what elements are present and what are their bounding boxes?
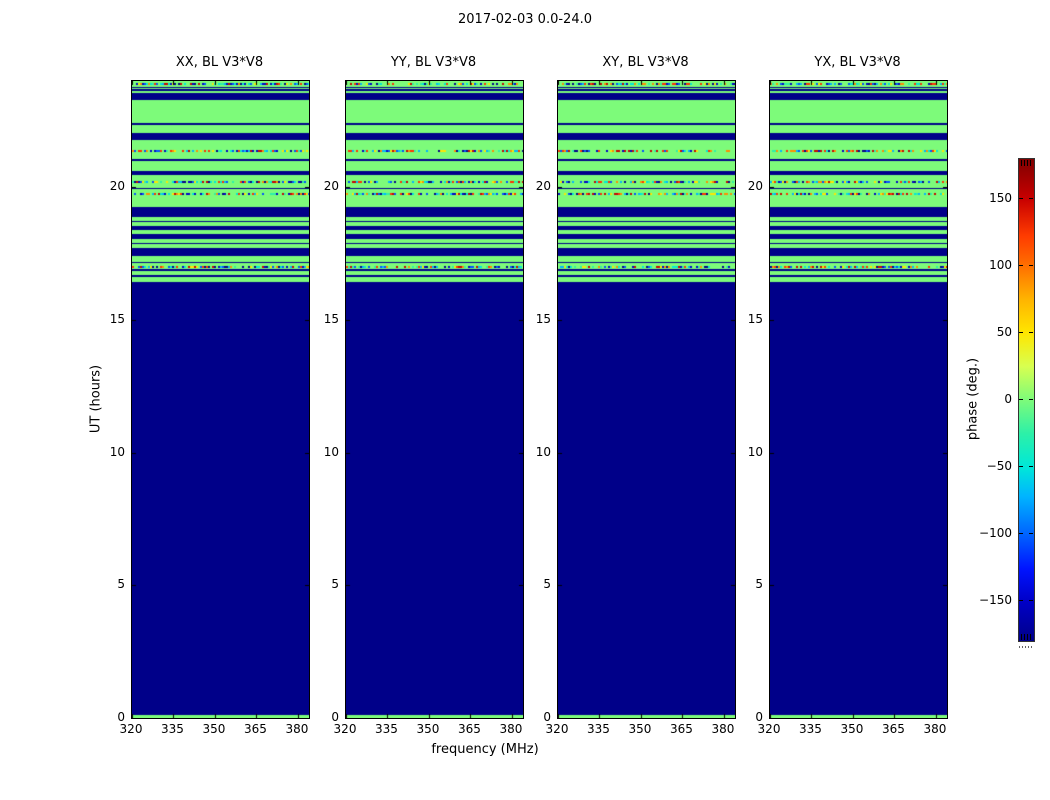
ytick-label: 5 xyxy=(755,577,763,592)
colorbar-tick-label: −50 xyxy=(986,458,1012,473)
xtick-label: 380 xyxy=(711,722,735,736)
colorbar-gradient xyxy=(1019,159,1034,641)
colorbar-minor-ticks-top xyxy=(1021,160,1032,166)
xtick-label: 320 xyxy=(333,722,357,736)
panel-1 xyxy=(345,80,524,719)
colorbar-tick xyxy=(1029,198,1033,199)
ytick-label: 20 xyxy=(535,179,551,194)
colorbar-tick-label: 100 xyxy=(989,258,1012,273)
panel-2 xyxy=(557,80,736,719)
panel-title-0: XX, BL V3*V8 xyxy=(175,55,264,70)
colorbar-tick xyxy=(1019,198,1023,199)
xtick-label: 320 xyxy=(757,722,781,736)
panel-0 xyxy=(131,80,310,719)
ytick-label: 5 xyxy=(543,577,551,592)
xtick-label: 365 xyxy=(244,722,267,736)
ut-hours-axis-label: UT (hours) xyxy=(88,364,104,434)
xtick-label: 350 xyxy=(202,722,226,736)
colorbar-tick xyxy=(1029,533,1033,534)
panel-title-3: YX, BL V3*V8 xyxy=(814,55,901,70)
ytick-label: 10 xyxy=(323,444,339,459)
figure-title: 2017-02-03 0.0-24.0 xyxy=(458,12,592,27)
panel-title-2: XY, BL V3*V8 xyxy=(602,55,689,70)
colorbar-tick xyxy=(1029,265,1033,266)
ytick-label: 5 xyxy=(117,577,125,592)
xtick-label: 320 xyxy=(119,722,143,736)
xtick-label: 335 xyxy=(375,722,398,736)
heatmap-canvas-0 xyxy=(132,81,309,718)
colorbar-tick xyxy=(1019,265,1023,266)
ytick-label: 5 xyxy=(331,577,339,592)
colorbar-tick xyxy=(1029,399,1033,400)
panel-3 xyxy=(769,80,948,719)
phase-axis-label: phase (deg.) xyxy=(965,357,981,441)
colorbar-under-dots xyxy=(1019,646,1033,648)
ytick-label: 20 xyxy=(109,179,125,194)
colorbar-tick xyxy=(1029,332,1033,333)
xtick-label: 365 xyxy=(670,722,693,736)
xtick-label: 335 xyxy=(799,722,822,736)
colorbar-minor-ticks-bottom xyxy=(1021,634,1032,640)
colorbar-tick-label: −150 xyxy=(979,592,1012,607)
colorbar-tick xyxy=(1019,399,1023,400)
xtick-label: 350 xyxy=(840,722,864,736)
xtick-label: 380 xyxy=(285,722,309,736)
colorbar-tick-label: 50 xyxy=(996,325,1012,340)
frequency-axis-label: frequency (MHz) xyxy=(431,742,539,757)
colorbar-tick-label: 0 xyxy=(1004,392,1012,406)
heatmap-canvas-2 xyxy=(558,81,735,718)
colorbar-tick-label: 150 xyxy=(989,191,1012,206)
xtick-label: 335 xyxy=(161,722,184,736)
ytick-label: 0 xyxy=(543,710,551,724)
xtick-label: 365 xyxy=(458,722,481,736)
colorbar-tick xyxy=(1019,533,1023,534)
xtick-label: 320 xyxy=(545,722,569,736)
colorbar-tick xyxy=(1019,600,1023,601)
colorbar-tick xyxy=(1019,466,1023,467)
ytick-label: 0 xyxy=(117,710,125,724)
xtick-label: 365 xyxy=(882,722,905,736)
xtick-label: 335 xyxy=(587,722,610,736)
heatmap-canvas-1 xyxy=(346,81,523,718)
panel-title-1: YY, BL V3*V8 xyxy=(390,55,477,70)
colorbar-tick-label: −100 xyxy=(979,525,1012,540)
ytick-label: 10 xyxy=(535,444,551,459)
ytick-label: 20 xyxy=(323,179,339,194)
ytick-label: 15 xyxy=(535,311,551,326)
colorbar xyxy=(1018,158,1035,642)
xtick-label: 380 xyxy=(499,722,523,736)
colorbar-tick xyxy=(1029,600,1033,601)
heatmap-canvas-3 xyxy=(770,81,947,718)
ytick-label: 0 xyxy=(331,710,339,724)
colorbar-tick xyxy=(1019,332,1023,333)
ytick-label: 0 xyxy=(755,710,763,724)
ytick-label: 10 xyxy=(109,444,125,459)
xtick-label: 380 xyxy=(923,722,947,736)
ytick-label: 15 xyxy=(109,311,125,326)
ytick-label: 15 xyxy=(747,311,763,326)
colorbar-tick xyxy=(1029,466,1033,467)
ytick-label: 10 xyxy=(747,444,763,459)
ytick-label: 15 xyxy=(323,311,339,326)
xtick-label: 350 xyxy=(416,722,440,736)
ytick-label: 20 xyxy=(747,179,763,194)
xtick-label: 350 xyxy=(628,722,652,736)
